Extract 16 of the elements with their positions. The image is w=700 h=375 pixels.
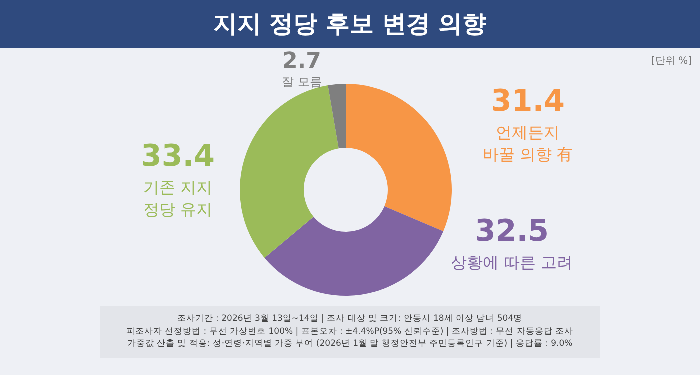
slice-label: 잘 모름 [281,74,323,91]
text: 조사기간 : 2026년 3월 13일~14일 | 조사 대상 및 크기: 안동시 18세 이상 남녀 504명 [177,312,523,326]
data-label: 31.4 [490,84,566,119]
text: 피조사자 선정방법 : 무선 가상번호 100% | 표본오차 : ±4.4%P(95% 신뢰수준) | 조사방법 : 무선 자동응답 조사 [126,326,574,338]
slice-label: 언제든지 바꿀 의향 有 [482,122,574,166]
slice-label: 기존 지지 정당 유지 [142,177,214,222]
donut-slice [264,206,444,296]
slice-label: 상황에 따른 고려 [450,252,574,274]
text: [단위 %] [652,55,692,68]
donut-slice [346,84,452,232]
data-label: 33.4 [140,139,216,174]
data-label: 2.7 [282,49,322,74]
chart-title: 지지 정당 후보 변경 의향 [0,0,700,48]
text: 가중값 산출 및 적용: 성·연령·지역별 가중 부여 (2026년 1월 말 행정안전부 주민등록인구 기준) | 응답률 : 9.0% [127,338,573,352]
data-label: 32.5 [474,214,550,249]
donut-slice [328,84,346,149]
